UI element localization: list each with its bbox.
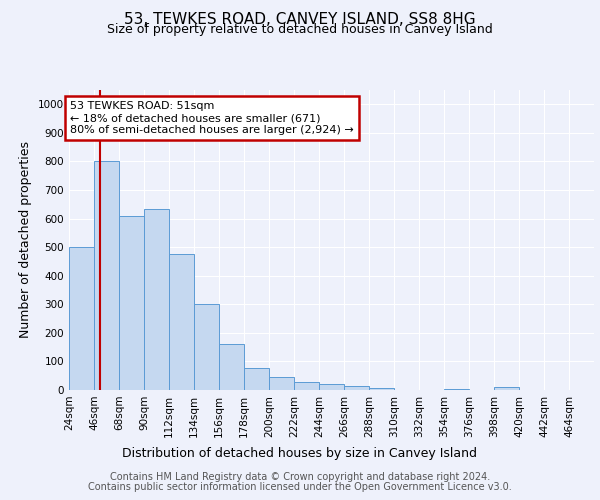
Text: Contains public sector information licensed under the Open Government Licence v3: Contains public sector information licen… xyxy=(88,482,512,492)
Bar xyxy=(94,162,119,390)
Bar xyxy=(344,386,369,390)
Bar xyxy=(294,382,319,390)
Text: 53, TEWKES ROAD, CANVEY ISLAND, SS8 8HG: 53, TEWKES ROAD, CANVEY ISLAND, SS8 8HG xyxy=(124,12,476,28)
Text: Contains HM Land Registry data © Crown copyright and database right 2024.: Contains HM Land Registry data © Crown c… xyxy=(110,472,490,482)
Bar xyxy=(219,344,244,390)
Bar xyxy=(119,216,144,390)
Bar xyxy=(244,368,269,390)
Bar xyxy=(444,388,469,390)
Bar xyxy=(194,304,219,390)
Y-axis label: Number of detached properties: Number of detached properties xyxy=(19,142,32,338)
Text: 53 TEWKES ROAD: 51sqm
← 18% of detached houses are smaller (671)
80% of semi-det: 53 TEWKES ROAD: 51sqm ← 18% of detached … xyxy=(70,102,354,134)
Bar xyxy=(169,254,194,390)
Bar xyxy=(369,388,394,390)
Bar xyxy=(69,247,94,390)
Bar xyxy=(144,208,169,390)
Bar xyxy=(319,384,344,390)
Bar xyxy=(269,376,294,390)
Text: Distribution of detached houses by size in Canvey Island: Distribution of detached houses by size … xyxy=(122,448,478,460)
Text: Size of property relative to detached houses in Canvey Island: Size of property relative to detached ho… xyxy=(107,22,493,36)
Bar xyxy=(494,387,519,390)
